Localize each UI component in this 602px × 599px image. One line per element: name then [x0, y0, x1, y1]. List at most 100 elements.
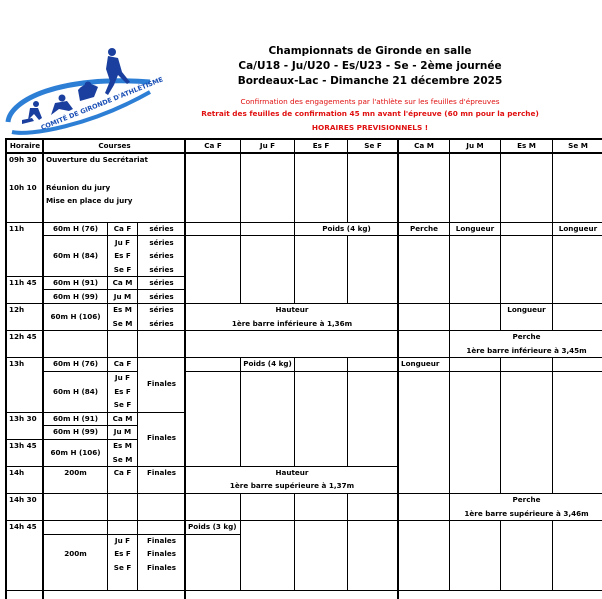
table-rule: [5, 138, 602, 140]
table-cell: [43, 371, 108, 413]
table-cell: [294, 153, 348, 223]
cell-text: 200m: [64, 468, 87, 477]
table-cell: [347, 371, 399, 467]
field-event: Poids (3 kg): [188, 522, 237, 531]
table-cell: [449, 235, 501, 304]
secretariat-item: Mise en place du jury: [46, 196, 133, 205]
table-cell: [43, 439, 108, 467]
table-cell: [43, 235, 108, 277]
column-header: Horaire: [9, 141, 41, 150]
column-header: Ju F: [259, 141, 276, 150]
column-header: Ca M: [414, 141, 434, 150]
table-cell: [500, 371, 553, 494]
cell-text: 60m H (84): [52, 251, 99, 260]
table-cell: [107, 412, 138, 426]
table-cell: [449, 520, 501, 591]
table-cell: [552, 222, 602, 236]
cell-text: séries: [149, 224, 174, 233]
cell-text: 60m H (99): [52, 292, 99, 301]
cell-text: Es F: [114, 549, 131, 558]
table-cell: [500, 153, 553, 223]
time-slot: 10h 10: [9, 183, 37, 192]
cell-text: Ca F: [113, 359, 132, 368]
time-slot: 13h 45: [9, 441, 37, 450]
table-cell: [107, 222, 138, 236]
table-cell: [552, 371, 602, 494]
cell-text: Finales: [147, 433, 176, 442]
cell-text: séries: [149, 292, 174, 301]
field-event: Longueur: [558, 224, 598, 233]
table-cell: [398, 235, 450, 304]
cell-text: Es M: [113, 305, 132, 314]
time-slot: 13h: [9, 359, 25, 368]
table-cell: [43, 357, 108, 372]
cell-text: Finales: [147, 379, 176, 388]
cell-text: Se F: [113, 265, 132, 274]
table-cell: [552, 357, 602, 372]
table-cell: [43, 520, 108, 535]
table-cell: [107, 289, 138, 304]
field-event-detail: 1ère barre inférieure à 3,45m: [466, 346, 587, 355]
cell-text: 200m: [64, 549, 87, 558]
table-cell: [43, 534, 108, 591]
table-cell: [294, 520, 348, 591]
cell-text: Ju M: [113, 292, 132, 301]
table-cell: [107, 439, 138, 467]
secretariat-item: Réunion du jury: [46, 183, 111, 192]
cell-text: Es F: [114, 387, 131, 396]
table-cell: [240, 222, 295, 236]
table-cell: [185, 493, 241, 521]
field-event: Longueur: [507, 305, 546, 314]
table-cell: [449, 303, 501, 331]
table-cell: [240, 371, 295, 467]
table-cell: [500, 357, 553, 372]
table-cell: [43, 412, 108, 426]
cell-text: 60m H (99): [52, 427, 99, 436]
table-cell: [185, 330, 399, 358]
time-slot: 11h 45: [9, 278, 37, 287]
table-cell: [449, 153, 501, 223]
table-cell: [107, 425, 138, 440]
table-cell: [449, 330, 602, 358]
cell-text: Finales: [147, 563, 176, 572]
table-cell: [43, 425, 108, 440]
table-cell: [137, 330, 186, 358]
time-slot: 12h: [9, 305, 25, 314]
cell-text: Se F: [113, 563, 132, 572]
table-cell: [449, 371, 501, 494]
cell-text: séries: [149, 238, 174, 247]
field-event: Longueur: [401, 359, 440, 368]
cell-text: Ju M: [113, 427, 132, 436]
column-header: Ju M: [466, 141, 484, 150]
table-cell: [500, 222, 553, 236]
table-cell: [294, 371, 348, 467]
table-cell: [137, 493, 186, 521]
event-title: Championnats de Gironde en salle: [268, 45, 472, 57]
cell-text: Es M: [113, 441, 132, 450]
table-cell: [43, 303, 108, 331]
cell-text: Se M: [112, 319, 133, 328]
field-event: Perche: [512, 495, 541, 504]
table-cell: [449, 222, 501, 236]
table-cell: [107, 303, 138, 331]
cell-text: 60m H (84): [52, 387, 99, 396]
table-cell: [552, 153, 602, 223]
cell-text: Ca M: [112, 278, 133, 287]
table-cell: [107, 276, 138, 290]
table-cell: [43, 493, 108, 521]
table-cell: [185, 222, 241, 236]
cell-text: 60m H (76): [52, 359, 99, 368]
provisional-note: HORAIRES PREVISIONNELS !: [311, 123, 429, 132]
table-cell: [398, 371, 450, 494]
table-cell: [240, 520, 295, 591]
cell-text: Finales: [147, 536, 176, 545]
table-cell: [398, 153, 450, 223]
table-cell: [347, 153, 399, 223]
table-cell: [552, 303, 602, 331]
table-rule: [5, 139, 7, 599]
table-cell: [398, 520, 450, 591]
table-cell: [107, 235, 138, 277]
table-cell: [398, 303, 450, 331]
table-cell: [107, 493, 138, 521]
field-event: Hauteur: [275, 305, 309, 314]
